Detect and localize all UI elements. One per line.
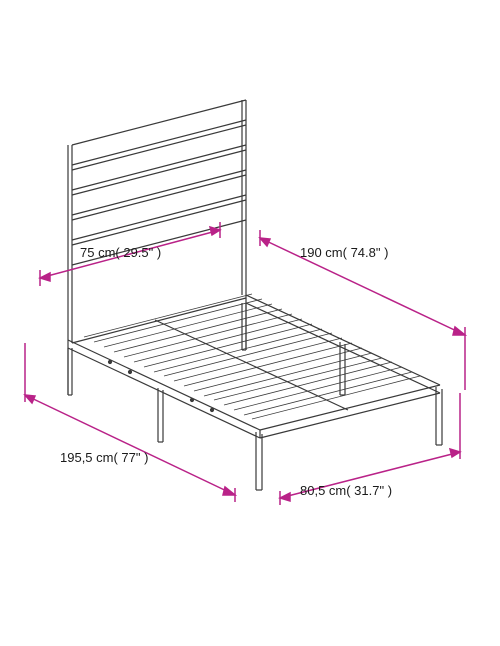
bed-frame-diagram: 75 cm( 29.5" ) 190 cm( 74.8" ) 195,5 cm(… — [0, 0, 500, 641]
bed-drawing-svg — [0, 0, 500, 641]
dim-width-top: 75 cm( 29.5" ) — [80, 245, 161, 260]
dim-length-top: 190 cm( 74.8" ) — [300, 245, 388, 260]
bed-frame-lines — [68, 100, 442, 490]
dim-width-bottom: 80,5 cm( 31.7" ) — [300, 483, 392, 498]
dim-length-side: 195,5 cm( 77" ) — [60, 450, 148, 465]
